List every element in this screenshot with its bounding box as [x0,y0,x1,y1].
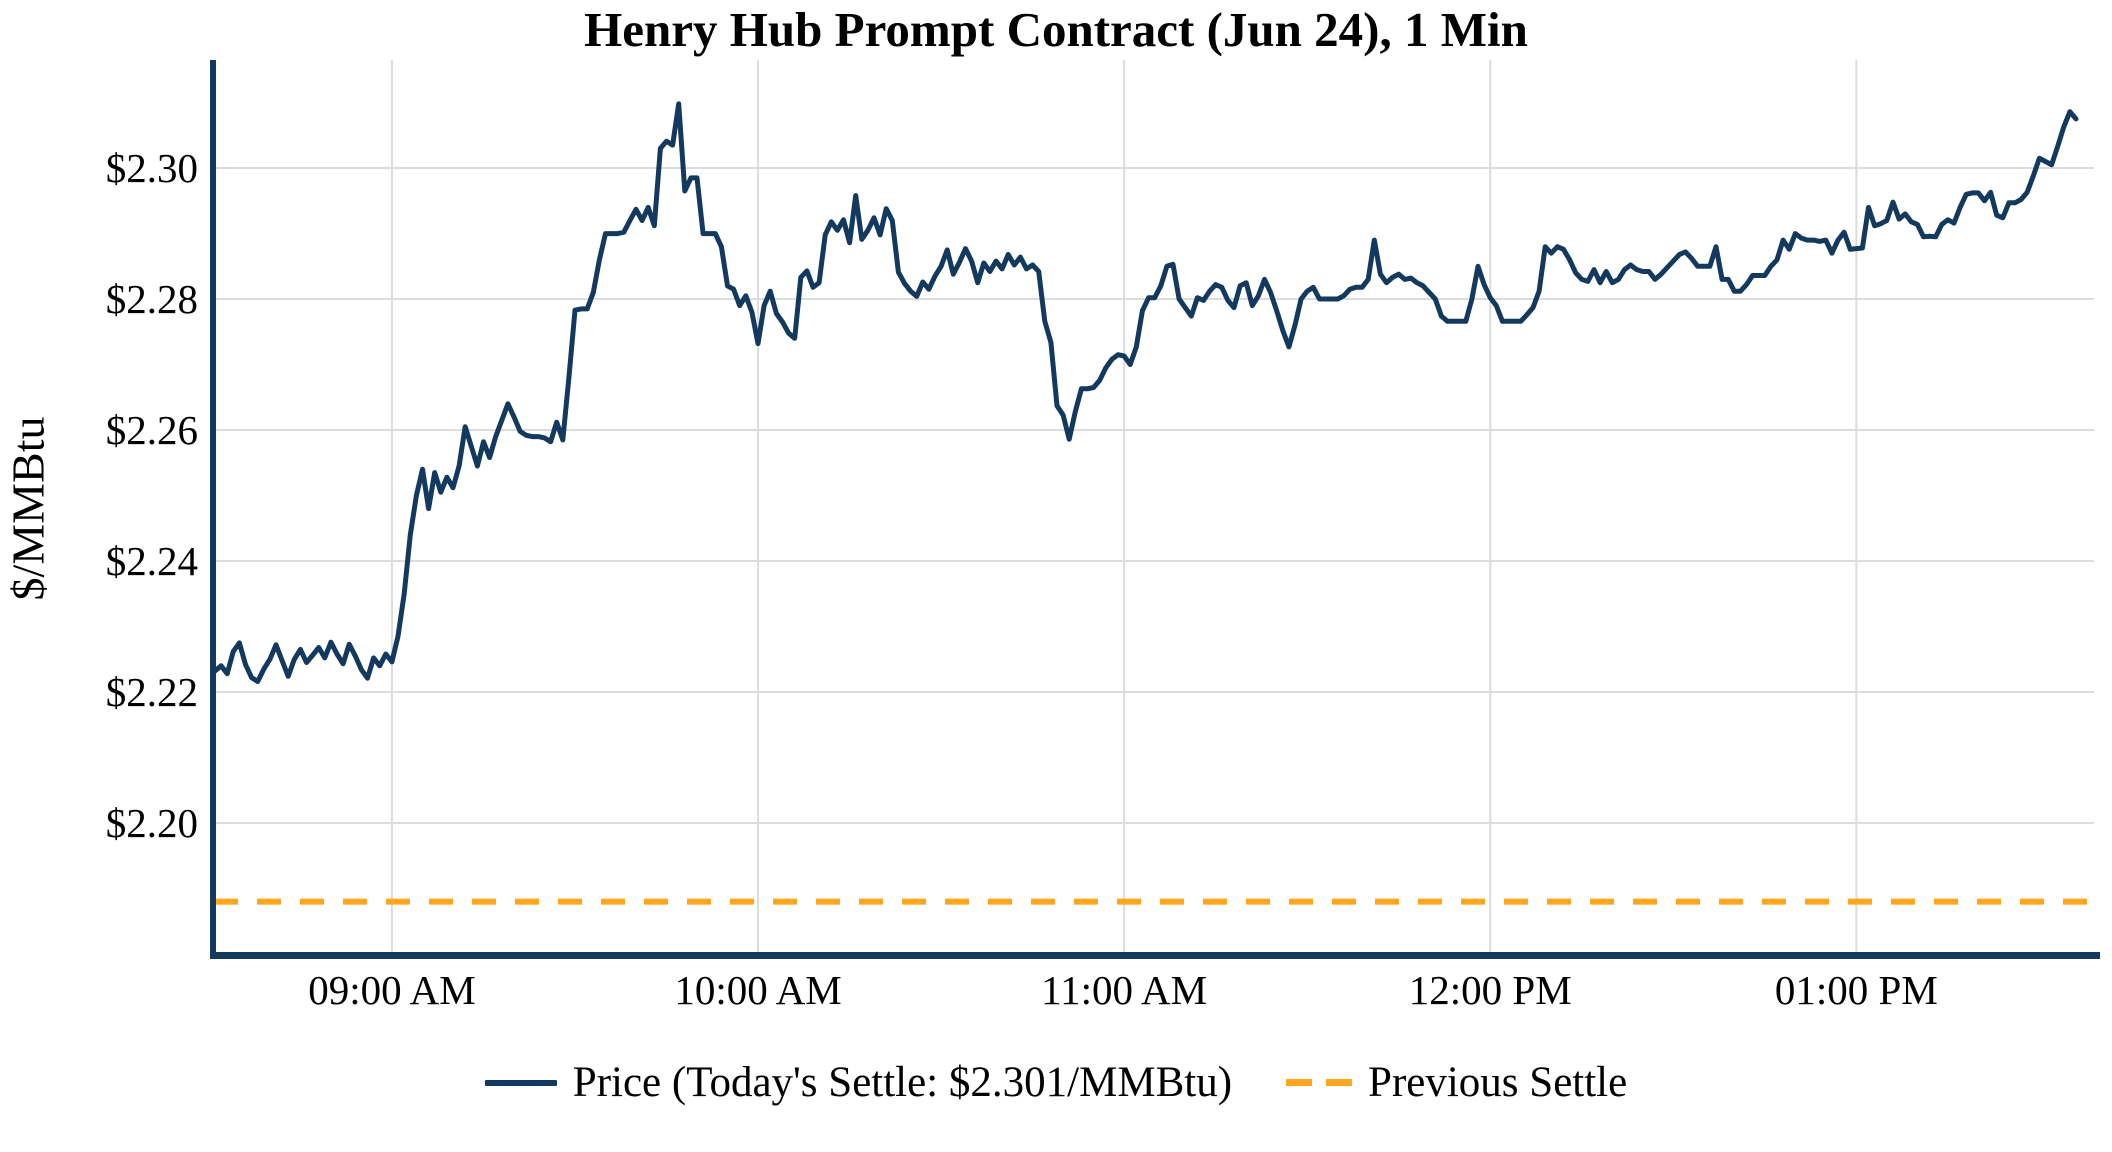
y-tick-label: $2.30 [106,145,198,191]
y-axis-spine [210,60,216,958]
chart-title: Henry Hub Prompt Contract (Jun 24), 1 Mi… [584,2,1528,57]
y-tick-label: $2.24 [106,538,198,584]
y-tick-label: $2.28 [106,276,198,322]
price-line [212,101,2079,684]
x-tick-label: 10:00 AM [674,967,841,1013]
legend-price-label: Price (Today's Settle: $2.301/MMBtu) [572,1059,1233,1106]
x-tick-label: 09:00 AM [308,967,475,1013]
legend: Price (Today's Settle: $2.301/MMBtu) Pre… [0,1058,2112,1107]
x-tick-label: 12:00 PM [1409,967,1572,1013]
y-tick-label: $2.20 [106,800,198,846]
y-tick-label: $2.22 [106,669,198,715]
x-tick-label: 01:00 PM [1775,967,1938,1013]
legend-previous-settle-label: Previous Settle [1368,1059,1628,1106]
x-axis-spine [210,952,2100,959]
x-tick-label: 11:00 AM [1041,967,1207,1013]
legend-price-line-swatch [484,1079,557,1086]
legend-previous-settle-dash-swatch [1286,1079,1353,1086]
y-tick-label: $2.26 [106,407,198,453]
